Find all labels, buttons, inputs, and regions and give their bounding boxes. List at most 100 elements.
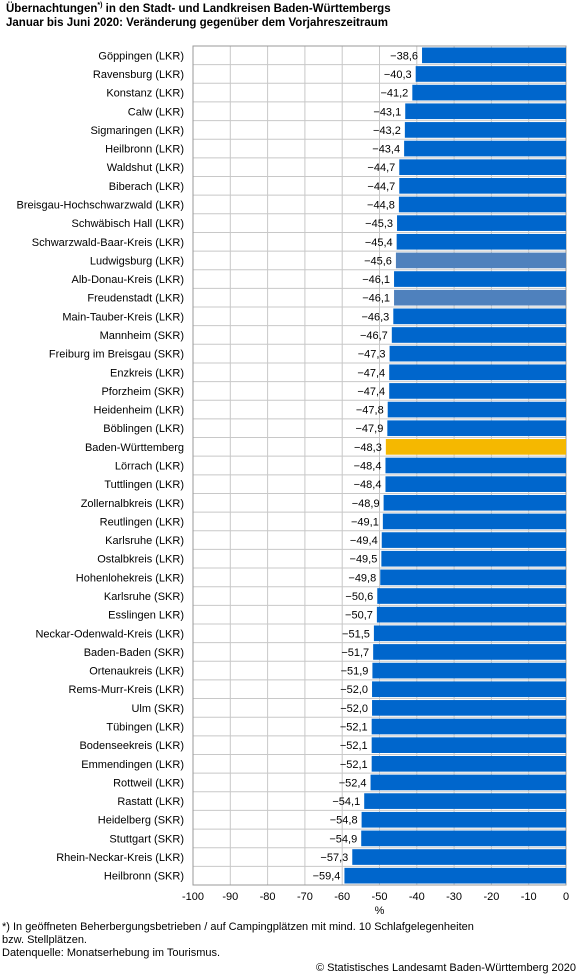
footnote-line-2: bzw. Stellplätzen.: [2, 934, 87, 946]
category-label: Böblingen (LKR): [103, 423, 184, 435]
value-label: −49,1: [351, 516, 379, 528]
value-label: −40,3: [384, 69, 412, 81]
value-label: −59,4: [313, 871, 341, 883]
category-label: Mannheim (SKR): [100, 330, 184, 342]
bar: [399, 159, 566, 176]
value-label: −44,8: [367, 199, 395, 211]
category-label: Alb-Donau-Kreis (LKR): [72, 274, 184, 286]
category-label: Pforzheim (SKR): [101, 386, 184, 398]
value-label: −54,1: [332, 796, 360, 808]
category-label: Heidelberg (SKR): [98, 815, 184, 827]
category-label: Calw (LKR): [128, 106, 184, 118]
x-tick-label: 0: [563, 891, 569, 903]
x-tick-label: -90: [222, 891, 238, 903]
x-tick-label: -40: [409, 891, 425, 903]
bar: [422, 47, 566, 64]
value-label: −52,1: [340, 722, 368, 734]
bar: [372, 662, 566, 679]
category-label: Ulm (SKR): [131, 703, 184, 715]
value-label: −52,1: [340, 759, 368, 771]
copyright: © Statistisches Landesamt Baden-Württemb…: [315, 962, 576, 974]
bar: [371, 755, 566, 772]
category-label: Emmendingen (LKR): [81, 759, 184, 771]
value-label: −41,2: [380, 88, 408, 100]
footnote-line-1: *) In geöffneten Beherbergungsbetrieben …: [2, 921, 474, 933]
bar: [373, 644, 566, 660]
x-tick-label: -100: [182, 891, 204, 903]
bar: [352, 849, 566, 865]
category-label: Rottweil (LKR): [113, 777, 184, 789]
bar: [381, 550, 566, 567]
value-label: −44,7: [367, 162, 395, 174]
data-source: Datenquelle: Monatserhebung im Tourismus…: [2, 947, 221, 959]
bar: [371, 737, 566, 753]
category-label: Konstanz (LKR): [106, 88, 184, 100]
category-label: Heidenheim (LKR): [94, 405, 184, 417]
category-label: Göppingen (LKR): [98, 50, 184, 62]
value-label: −52,1: [340, 740, 368, 752]
value-label: −50,7: [345, 610, 373, 622]
bar: [404, 140, 566, 157]
value-label: −47,4: [357, 386, 385, 398]
category-label: Heilbronn (SKR): [104, 871, 184, 883]
category-label: Freudenstadt (LKR): [87, 293, 184, 305]
category-label: Heilbronn (LKR): [105, 144, 184, 156]
chart-title-rest: in den Stadt- und Landkreisen Baden-Würt…: [102, 3, 391, 15]
category-label: Lörrach (LKR): [115, 461, 184, 473]
category-label: Baden-Württemberg: [85, 442, 184, 454]
chart-subtitle: Januar bis Juni 2020: Veränderung gegenü…: [6, 17, 388, 29]
bar: [396, 233, 566, 250]
chart-title: Übernachtungen*) in den Stadt- und Landk…: [6, 2, 576, 30]
category-label: Karlsruhe (LKR): [105, 535, 184, 547]
bar: [394, 271, 566, 287]
bar: [383, 494, 566, 511]
value-label: −46,1: [362, 293, 390, 305]
x-tick-label: -70: [297, 891, 313, 903]
category-label: Rhein-Neckar-Kreis (LKR): [56, 852, 184, 864]
bar: [361, 830, 566, 847]
bar: [371, 718, 566, 735]
category-label: Breisgau-Hochschwarzwald (LKR): [16, 199, 184, 211]
category-label: Hohenlohekreis (LKR): [76, 572, 184, 584]
bar: [394, 289, 566, 306]
footnote: *) In geöffneten Beherbergungsbetrieben …: [2, 921, 578, 960]
category-label: Rems-Murr-Kreis (LKR): [69, 684, 185, 696]
category-label: Ravensburg (LKR): [93, 69, 184, 81]
value-label: −48,4: [354, 479, 382, 491]
category-label: Ortenaukreis (LKR): [89, 666, 184, 678]
value-label: −47,4: [357, 367, 385, 379]
bar: [373, 625, 566, 642]
bar: [385, 476, 566, 492]
chart-title-line1: Übernachtungen*) in den Stadt- und Landk…: [6, 2, 576, 16]
bar: [389, 364, 566, 381]
bar: [398, 196, 566, 213]
bar: [399, 178, 566, 194]
value-label: −46,3: [361, 311, 389, 323]
value-label: −48,3: [354, 442, 382, 454]
value-label: −49,8: [348, 572, 376, 584]
bar: [380, 569, 566, 586]
chart-title-main: Übernachtungen: [6, 3, 98, 15]
bar: [389, 383, 566, 399]
value-label: −51,7: [341, 647, 369, 659]
x-axis-label: %: [375, 905, 385, 917]
bar: [391, 327, 566, 343]
bar-chart: Göppingen (LKR) −38,6 Ravensburg (LKR) −40,…: [16, 45, 569, 917]
category-label: Schwarzwald-Baar-Kreis (LKR): [32, 237, 184, 249]
category-label: Tuttlingen (LKR): [104, 479, 184, 491]
bar: [381, 532, 566, 548]
bar: [385, 457, 566, 474]
value-label: −43,4: [372, 144, 400, 156]
category-label: Freiburg im Breisgau (SKR): [49, 349, 184, 361]
value-label: −43,1: [373, 106, 401, 118]
value-label: −52,0: [340, 703, 368, 715]
value-label: −54,8: [330, 815, 358, 827]
category-label: Karlsruhe (SKR): [104, 591, 184, 603]
bar: [385, 439, 566, 455]
value-label: −45,4: [365, 237, 393, 249]
x-tick-label: -30: [446, 891, 462, 903]
value-label: −47,3: [358, 349, 386, 361]
x-tick-label: -50: [372, 891, 388, 903]
value-label: −51,5: [342, 628, 370, 640]
bar: [404, 122, 566, 138]
